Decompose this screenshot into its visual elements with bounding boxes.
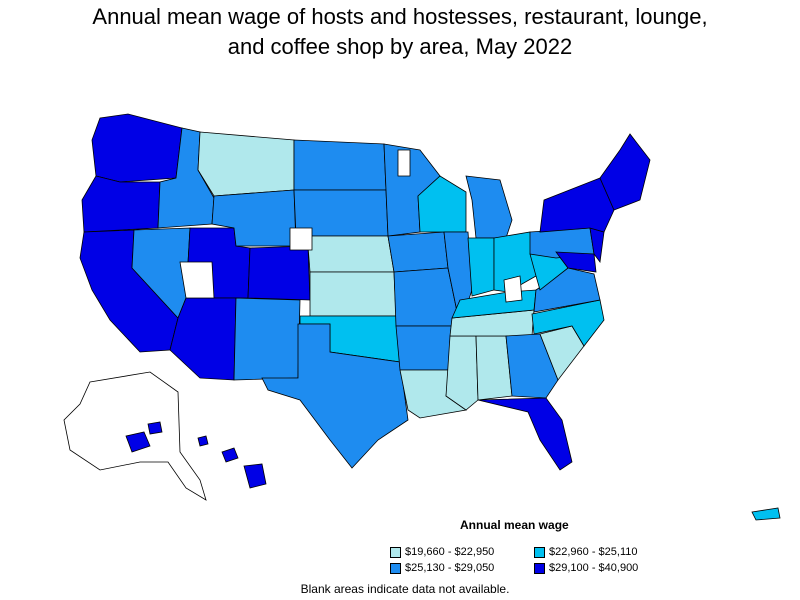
legend-swatch-2 xyxy=(534,546,545,558)
legend-swatch-4 xyxy=(534,562,545,574)
region-hawaii-maui xyxy=(221,447,239,463)
region-puerto-rico xyxy=(751,507,781,521)
legend-label-4: $29,100 - $40,900 xyxy=(549,562,639,574)
legend-item-3: $25,130 - $29,050 xyxy=(390,562,494,574)
region-kansas xyxy=(309,271,397,317)
region-north-dakota xyxy=(293,139,387,191)
title-line-1: Annual mean wage of hosts and hostesses,… xyxy=(92,4,708,29)
region-alaska-anchorage xyxy=(125,431,151,453)
region-hawaii-oahu xyxy=(197,435,209,447)
region-arkansas xyxy=(395,325,453,371)
legend-label-2: $22,960 - $25,110 xyxy=(549,546,638,558)
region-montana xyxy=(197,131,295,197)
legend-item-1: $19,660 - $22,950 xyxy=(390,546,494,558)
region-no-data-minnesota xyxy=(397,149,411,177)
region-iowa xyxy=(387,231,449,273)
region-michigan xyxy=(465,175,513,239)
region-florida xyxy=(477,397,573,471)
title-line-2: and coffee shop by area, May 2022 xyxy=(227,34,573,59)
legend-swatch-1 xyxy=(390,546,401,558)
region-maryland xyxy=(555,251,597,273)
region-washington xyxy=(91,113,183,183)
legend-item-2: $22,960 - $25,110 xyxy=(534,546,637,558)
region-mississippi xyxy=(445,335,479,411)
region-new-mexico xyxy=(233,297,301,381)
legend-label-1: $19,660 - $22,950 xyxy=(405,546,495,558)
region-new-england xyxy=(599,133,651,211)
region-texas xyxy=(261,323,409,469)
data-availability-note: Blank areas indicate data not available. xyxy=(300,582,510,596)
region-no-data-wyoming xyxy=(289,227,313,251)
region-new-york xyxy=(539,177,615,233)
region-indiana xyxy=(467,237,495,297)
region-alaska-fairbanks xyxy=(147,421,163,435)
region-colorado xyxy=(247,245,311,301)
region-hawaii-big-island xyxy=(243,463,267,489)
legend-item-4: $29,100 - $40,900 xyxy=(534,562,638,574)
region-no-data-nevada xyxy=(179,261,215,299)
region-ohio xyxy=(493,231,537,293)
legend-swatch-3 xyxy=(390,562,401,574)
map-title: Annual mean wage of hosts and hostesses,… xyxy=(0,2,800,62)
legend-title: Annual mean wage xyxy=(460,518,569,532)
region-no-data-tennessee xyxy=(503,275,523,303)
legend-label-3: $25,130 - $29,050 xyxy=(405,562,495,574)
region-oregon xyxy=(81,175,161,233)
